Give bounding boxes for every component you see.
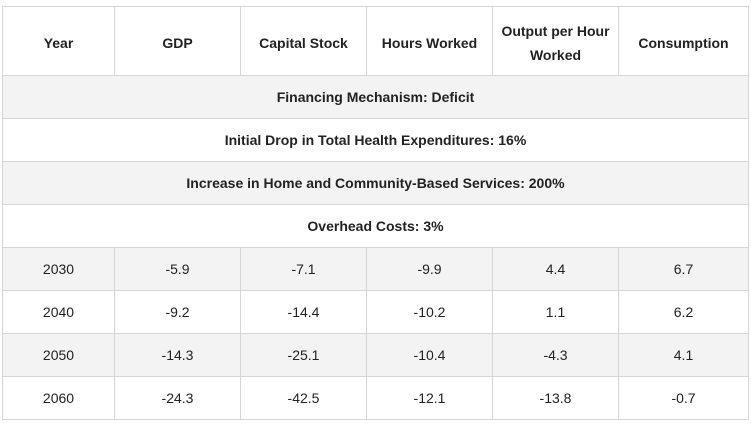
results-table: Financing Mechanism: Deficit Initial Dro… xyxy=(2,6,749,420)
cell-hours-worked: -10.2 xyxy=(366,290,493,334)
cell-output-per-hour: 1.1 xyxy=(492,290,619,334)
caption-row: Increase in Home and Community-Based Ser… xyxy=(2,161,749,205)
scenario-captions: Financing Mechanism: Deficit Initial Dro… xyxy=(2,75,749,248)
caption-initial-drop: Initial Drop in Total Health Expenditure… xyxy=(2,118,749,162)
cell-capital-stock: -7.1 xyxy=(240,247,367,291)
cell-hours-worked: -10.4 xyxy=(366,333,493,377)
cell-capital-stock: -42.5 xyxy=(240,376,367,420)
cell-gdp: -9.2 xyxy=(114,290,241,334)
cell-hours-worked: -9.9 xyxy=(366,247,493,291)
header-row: Year GDP Capital Stock Hours Worked Outp… xyxy=(2,6,749,76)
table-header: Year GDP Capital Stock Hours Worked Outp… xyxy=(2,6,749,76)
cell-capital-stock: -25.1 xyxy=(240,333,367,377)
caption-row: Initial Drop in Total Health Expenditure… xyxy=(2,118,749,162)
column-header-year: Year xyxy=(2,6,115,76)
table-row: 2050 -14.3 -25.1 -10.4 -4.3 4.1 xyxy=(2,333,749,377)
cell-consumption: -0.7 xyxy=(618,376,749,420)
cell-gdp: -24.3 xyxy=(114,376,241,420)
caption-row: Financing Mechanism: Deficit xyxy=(2,75,749,119)
cell-capital-stock: -14.4 xyxy=(240,290,367,334)
cell-gdp: -5.9 xyxy=(114,247,241,291)
table-row: 2060 -24.3 -42.5 -12.1 -13.8 -0.7 xyxy=(2,376,749,420)
cell-output-per-hour: -4.3 xyxy=(492,333,619,377)
column-header-output-per-hour: Output per Hour Worked xyxy=(492,6,619,76)
cell-year: 2050 xyxy=(2,333,115,377)
cell-hours-worked: -12.1 xyxy=(366,376,493,420)
cell-year: 2060 xyxy=(2,376,115,420)
column-header-hours-worked: Hours Worked xyxy=(366,6,493,76)
caption-row: Overhead Costs: 3% xyxy=(2,204,749,248)
column-header-capital-stock: Capital Stock xyxy=(240,6,367,76)
cell-gdp: -14.3 xyxy=(114,333,241,377)
cell-consumption: 4.1 xyxy=(618,333,749,377)
caption-overhead-costs: Overhead Costs: 3% xyxy=(2,204,749,248)
column-header-consumption: Consumption xyxy=(618,6,749,76)
table-row: 2040 -9.2 -14.4 -10.2 1.1 6.2 xyxy=(2,290,749,334)
cell-consumption: 6.2 xyxy=(618,290,749,334)
caption-financing-mechanism: Financing Mechanism: Deficit xyxy=(2,75,749,119)
cell-year: 2040 xyxy=(2,290,115,334)
table-row: 2030 -5.9 -7.1 -9.9 4.4 6.7 xyxy=(2,247,749,291)
table-body: 2030 -5.9 -7.1 -9.9 4.4 6.7 2040 -9.2 -1… xyxy=(2,247,749,420)
cell-output-per-hour: -13.8 xyxy=(492,376,619,420)
column-header-gdp: GDP xyxy=(114,6,241,76)
cell-consumption: 6.7 xyxy=(618,247,749,291)
caption-home-services: Increase in Home and Community-Based Ser… xyxy=(2,161,749,205)
cell-output-per-hour: 4.4 xyxy=(492,247,619,291)
cell-year: 2030 xyxy=(2,247,115,291)
